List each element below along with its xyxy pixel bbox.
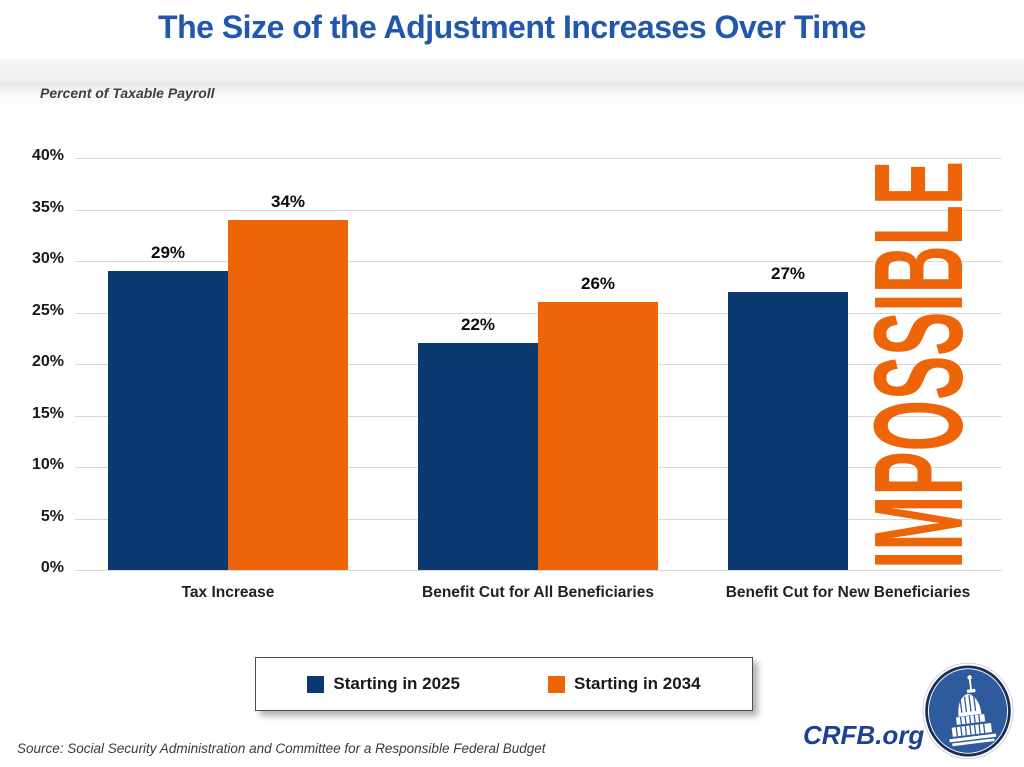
y-axis-tick-label: 0% [40,559,64,576]
category-label: Benefit Cut for New Beneficiaries [725,584,971,601]
bar-starting-in-2025 [108,271,228,570]
page-title: The Size of the Adjustment Increases Ove… [158,9,866,45]
category-label: Benefit Cut for All Beneficiaries [422,584,654,601]
brand-link[interactable]: CRFB.org [803,720,925,750]
value-label: 26% [580,274,616,294]
legend-swatch-navy [307,675,325,693]
impossible-annotation: IMPOSSIBLE [848,154,989,574]
legend-label: Starting in 2025 [333,674,460,693]
crfb-logo [922,662,1014,760]
bar-starting-in-2025 [418,343,538,570]
y-axis-tick-label: 30% [31,250,64,267]
value-label: 27% [770,263,806,283]
source-note: Source: Social Security Administration a… [17,741,546,756]
gridline [75,570,1002,571]
header-divider [0,58,1024,116]
capitol-icon [922,662,1014,760]
legend-item-2025: Starting in 2025 [307,674,460,694]
legend-label: Starting in 2034 [574,674,701,693]
impossible-vertical-text: IMPOSSIBLE [848,161,989,569]
gridline [75,158,1002,159]
y-axis-tick-label: 20% [31,353,64,370]
svg-text:IMPOSSIBLE: IMPOSSIBLE [858,161,976,569]
value-label: 29% [150,243,186,263]
bar-starting-in-2025 [728,291,848,570]
legend-item-2034: Starting in 2034 [548,674,701,694]
bar-starting-in-2034 [228,219,348,570]
y-axis-tick-label: 25% [31,301,64,319]
bar-starting-in-2034 [538,302,658,570]
gridline [75,261,1002,262]
y-axis-tick-label: 10% [31,456,64,473]
chart-legend: Starting in 2025 Starting in 2034 [255,657,753,711]
category-label: Tax Increase [181,584,275,601]
value-label: 34% [270,191,306,211]
y-axis-tick-label: 5% [40,507,64,525]
legend-swatch-orange [548,675,565,693]
gridline [75,209,1002,211]
value-label: 22% [460,315,496,335]
y-axis-title: Percent of Taxable Payroll [40,85,215,101]
y-axis-tick-label: 40% [31,147,64,164]
y-axis-tick-label: 15% [31,404,64,422]
y-axis-tick-label: 35% [31,198,64,216]
